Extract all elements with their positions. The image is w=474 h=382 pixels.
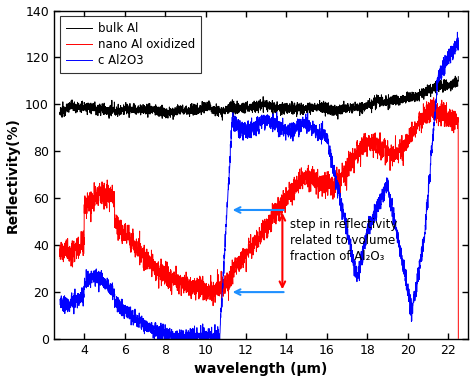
c Al2O3 <box>227 154 233 159</box>
nano Al oxidized <box>227 278 233 283</box>
c Al2O3 <box>405 287 410 291</box>
bulk Al <box>102 111 108 116</box>
c Al2O3 <box>102 277 108 282</box>
Line: nano Al oxidized: nano Al oxidized <box>60 98 458 338</box>
nano Al oxidized <box>210 297 216 302</box>
bulk Al <box>452 74 458 78</box>
nano Al oxidized <box>102 197 108 202</box>
bulk Al <box>227 107 233 112</box>
bulk Al <box>219 118 225 123</box>
c Al2O3 <box>456 42 461 47</box>
Text: step in reflectivity
related to volume
fraction of Al₂O₃: step in reflectivity related to volume f… <box>291 218 398 263</box>
bulk Al <box>405 95 410 99</box>
c Al2O3 <box>448 61 454 65</box>
c Al2O3 <box>126 312 132 317</box>
nano Al oxidized <box>126 230 132 234</box>
c Al2O3 <box>455 30 460 34</box>
c Al2O3 <box>57 297 63 302</box>
Y-axis label: Reflectivity(%): Reflectivity(%) <box>6 117 19 233</box>
Line: bulk Al: bulk Al <box>60 76 458 120</box>
nano Al oxidized <box>431 96 437 100</box>
nano Al oxidized <box>448 119 454 123</box>
bulk Al <box>448 85 454 90</box>
Line: c Al2O3: c Al2O3 <box>60 32 458 351</box>
nano Al oxidized <box>405 140 410 145</box>
bulk Al <box>456 74 461 79</box>
bulk Al <box>57 112 63 117</box>
Legend: bulk Al, nano Al oxidized, c Al2O3: bulk Al, nano Al oxidized, c Al2O3 <box>60 16 201 73</box>
c Al2O3 <box>210 334 216 339</box>
bulk Al <box>126 110 132 115</box>
nano Al oxidized <box>57 247 63 251</box>
X-axis label: wavelength (μm): wavelength (μm) <box>194 363 328 376</box>
c Al2O3 <box>215 349 221 354</box>
nano Al oxidized <box>456 336 461 341</box>
bulk Al <box>210 109 216 114</box>
